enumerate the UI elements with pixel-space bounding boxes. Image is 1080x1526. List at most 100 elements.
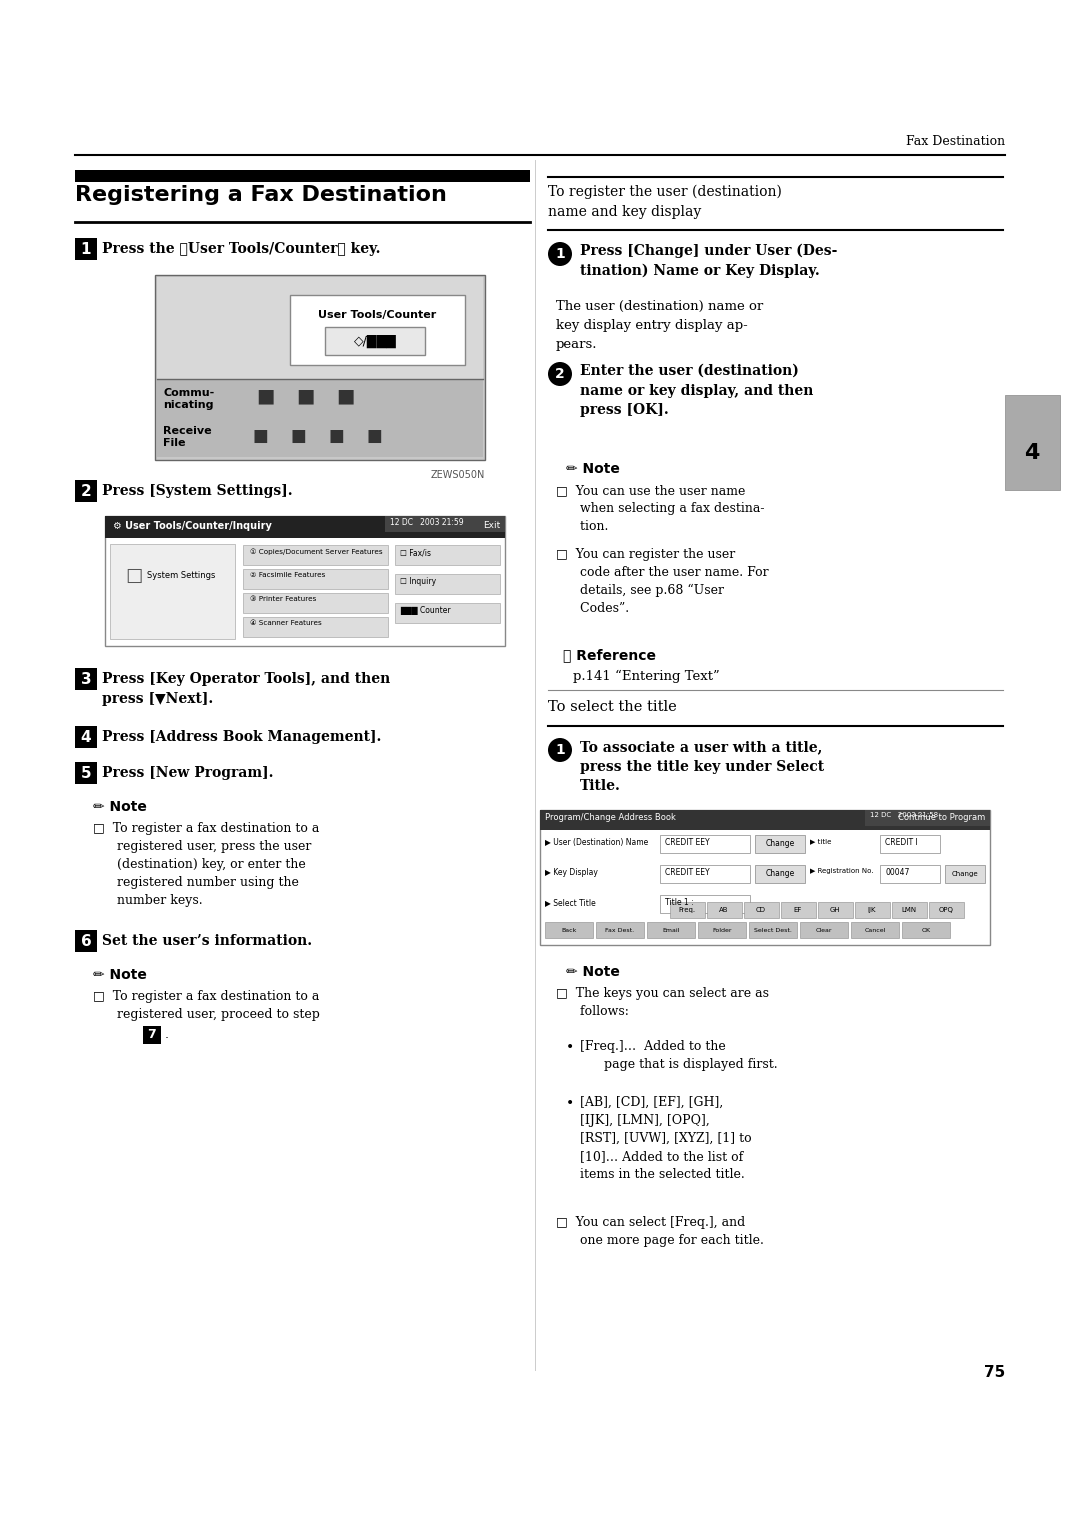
Text: □  To register a fax destination to a: □ To register a fax destination to a bbox=[93, 823, 320, 835]
Text: ✏ Note: ✏ Note bbox=[93, 800, 147, 813]
Text: p.141 “Entering Text”: p.141 “Entering Text” bbox=[573, 670, 719, 684]
Text: Freq.: Freq. bbox=[678, 906, 696, 913]
Bar bbox=[75, 481, 97, 502]
Text: 12 DC   2003 21:59: 12 DC 2003 21:59 bbox=[390, 517, 463, 526]
Bar bbox=[660, 835, 750, 853]
Bar bbox=[75, 726, 97, 748]
Text: 75: 75 bbox=[984, 1364, 1005, 1380]
Text: Continue to Program: Continue to Program bbox=[897, 813, 985, 823]
Text: tion.: tion. bbox=[556, 520, 608, 533]
Text: CREDIT I: CREDIT I bbox=[885, 838, 918, 847]
Text: [AB], [CD], [EF], [GH],
[IJK], [LMN], [OPQ],
[RST], [UVW], [XYZ], [1] to
[10]… A: [AB], [CD], [EF], [GH], [IJK], [LMN], [O… bbox=[580, 1096, 752, 1181]
Text: •: • bbox=[566, 1096, 575, 1109]
Bar bbox=[750, 922, 797, 938]
Bar bbox=[384, 516, 505, 533]
Bar bbox=[105, 516, 505, 539]
Bar bbox=[75, 761, 97, 784]
Text: ■: ■ bbox=[291, 427, 306, 446]
Text: Change: Change bbox=[766, 870, 795, 879]
Text: Codes”.: Codes”. bbox=[556, 601, 630, 615]
Bar bbox=[325, 327, 426, 356]
Text: AB: AB bbox=[719, 906, 729, 913]
Text: ② Facsimile Features: ② Facsimile Features bbox=[249, 572, 325, 578]
Bar bbox=[818, 902, 853, 919]
Text: Receive
File: Receive File bbox=[163, 426, 212, 449]
Text: (destination) key, or enter the: (destination) key, or enter the bbox=[93, 858, 306, 871]
Text: ███ Counter: ███ Counter bbox=[400, 606, 450, 615]
Bar bbox=[75, 238, 97, 259]
Text: 1: 1 bbox=[81, 241, 91, 256]
Text: 1: 1 bbox=[555, 743, 565, 757]
Text: ☐ Inquiry: ☐ Inquiry bbox=[400, 577, 436, 586]
Text: number keys.: number keys. bbox=[93, 894, 203, 906]
Text: ③ Printer Features: ③ Printer Features bbox=[249, 597, 316, 601]
Text: CREDIT EEY: CREDIT EEY bbox=[665, 838, 710, 847]
Bar bbox=[105, 516, 505, 645]
Bar bbox=[545, 922, 593, 938]
Bar bbox=[395, 574, 500, 594]
Bar bbox=[707, 902, 742, 919]
Text: ■: ■ bbox=[328, 427, 343, 446]
Text: Change: Change bbox=[766, 839, 795, 848]
Circle shape bbox=[548, 243, 572, 266]
Bar bbox=[157, 378, 483, 456]
Text: ▶ Select Title: ▶ Select Title bbox=[545, 897, 596, 906]
Bar bbox=[865, 810, 990, 826]
Text: OPQ: OPQ bbox=[939, 906, 954, 913]
Text: registered user, proceed to step: registered user, proceed to step bbox=[93, 1009, 320, 1021]
Text: ■: ■ bbox=[256, 386, 274, 406]
Bar bbox=[647, 922, 696, 938]
Bar bbox=[781, 902, 816, 919]
Bar bbox=[75, 169, 530, 182]
Text: IJK: IJK bbox=[867, 906, 876, 913]
Text: code after the user name. For: code after the user name. For bbox=[556, 566, 769, 578]
Text: GH: GH bbox=[829, 906, 840, 913]
Text: Fax Dest.: Fax Dest. bbox=[606, 928, 635, 932]
Text: ④ Scanner Features: ④ Scanner Features bbox=[249, 620, 322, 626]
Text: .: . bbox=[165, 1029, 168, 1041]
Text: Change: Change bbox=[951, 871, 978, 877]
Text: ✏ Note: ✏ Note bbox=[566, 462, 620, 476]
Text: Select Dest.: Select Dest. bbox=[754, 928, 792, 932]
Text: CD: CD bbox=[756, 906, 766, 913]
Bar bbox=[698, 922, 746, 938]
Bar bbox=[156, 275, 485, 459]
Text: Back: Back bbox=[562, 928, 577, 932]
Bar bbox=[755, 865, 805, 884]
Text: EF: EF bbox=[794, 906, 802, 913]
Text: The user (destination) name or
key display entry display ap-
pears.: The user (destination) name or key displ… bbox=[556, 301, 764, 351]
Bar bbox=[880, 865, 940, 884]
Bar bbox=[660, 865, 750, 884]
Bar bbox=[660, 896, 750, 913]
Text: ✏ Note: ✏ Note bbox=[93, 967, 147, 983]
Text: Press [Key Operator Tools], and then
press [▼Next].: Press [Key Operator Tools], and then pre… bbox=[102, 671, 390, 705]
Text: ⚙ User Tools/Counter/Inquiry: ⚙ User Tools/Counter/Inquiry bbox=[113, 520, 272, 531]
Bar bbox=[892, 902, 927, 919]
Text: 2: 2 bbox=[555, 366, 565, 382]
Text: ① Copies/Document Server Features: ① Copies/Document Server Features bbox=[249, 548, 382, 554]
Text: User Tools/Counter: User Tools/Counter bbox=[318, 310, 436, 320]
Text: ZEWS050N: ZEWS050N bbox=[431, 470, 485, 481]
Bar bbox=[1005, 395, 1059, 490]
Text: 5: 5 bbox=[81, 766, 92, 780]
Text: ◇/███: ◇/███ bbox=[353, 334, 396, 348]
Text: Press [New Program].: Press [New Program]. bbox=[102, 766, 273, 780]
Text: To associate a user with a title,
press the title key under Select
Title.: To associate a user with a title, press … bbox=[580, 740, 824, 794]
Text: •: • bbox=[566, 1041, 575, 1054]
Text: [Freq.]…  Added to the
      page that is displayed first.: [Freq.]… Added to the page that is displ… bbox=[580, 1041, 778, 1071]
Bar bbox=[945, 865, 985, 884]
Text: To select the title: To select the title bbox=[548, 700, 677, 714]
Text: Enter the user (destination)
name or key display, and then
press [OK].: Enter the user (destination) name or key… bbox=[580, 365, 813, 417]
Text: Title 1 :: Title 1 : bbox=[665, 897, 693, 906]
Bar bbox=[755, 835, 805, 853]
Text: □  To register a fax destination to a: □ To register a fax destination to a bbox=[93, 990, 320, 1003]
Text: Exit: Exit bbox=[483, 520, 500, 530]
Text: 7: 7 bbox=[148, 1029, 157, 1042]
Text: Press [Address Book Management].: Press [Address Book Management]. bbox=[102, 729, 381, 745]
Bar bbox=[670, 902, 705, 919]
Bar bbox=[75, 668, 97, 690]
Text: Email: Email bbox=[662, 928, 679, 932]
Text: registered user, press the user: registered user, press the user bbox=[93, 839, 311, 853]
Text: 4: 4 bbox=[1024, 443, 1040, 462]
Text: To register the user (destination)
name and key display: To register the user (destination) name … bbox=[548, 185, 782, 218]
